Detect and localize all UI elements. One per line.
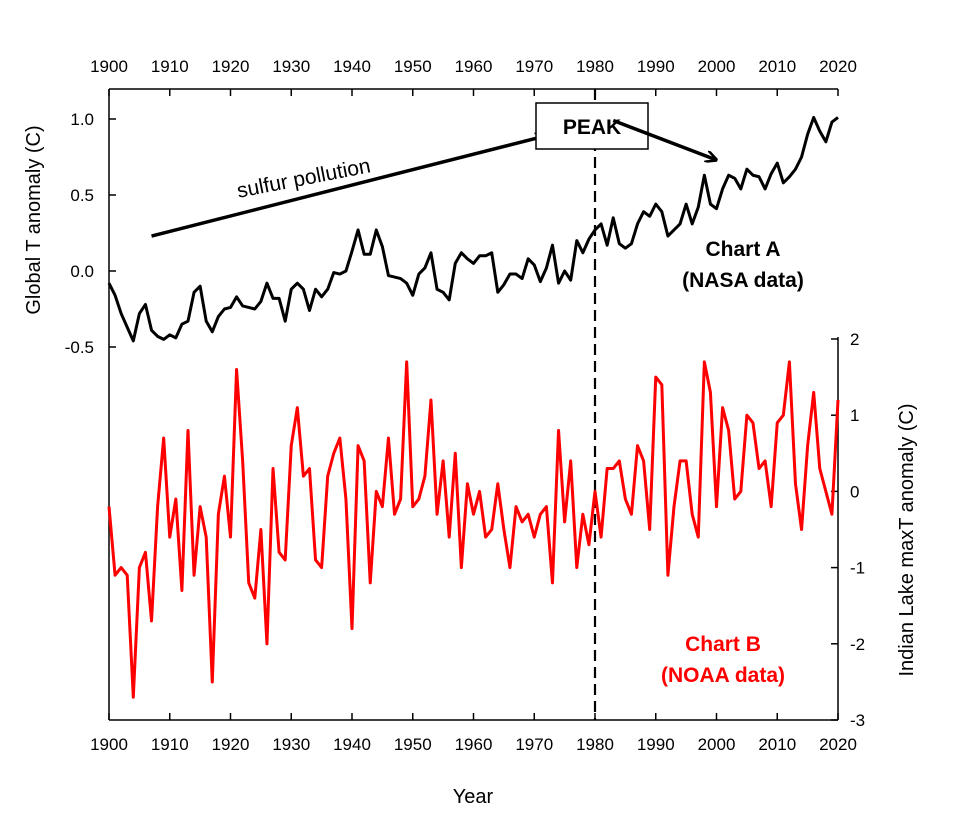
right-y-tick-label: -1	[850, 559, 865, 578]
x-axis-title: Year	[453, 786, 494, 808]
top-x-tick-label: 1980	[576, 57, 614, 76]
chart-b-label: Chart B	[685, 633, 761, 656]
bottom-x-tick-label: 2010	[758, 735, 796, 754]
top-x-tick-label: 1990	[637, 57, 675, 76]
right-y-tick-label: 0	[850, 482, 859, 501]
top-x-tick-label: 1910	[151, 57, 189, 76]
top-x-tick-label: 2000	[698, 57, 736, 76]
top-x-tick-label: 1930	[272, 57, 310, 76]
left-y-tick-label: -0.5	[65, 338, 94, 357]
top-x-tick-label: 1940	[333, 57, 371, 76]
bottom-x-tick-label: 1980	[576, 735, 614, 754]
peak-arrow	[612, 118, 716, 161]
bottom-x-tick-label: 1930	[272, 735, 310, 754]
chart-a-subtitle: (NASA data)	[682, 269, 804, 292]
top-x-tick-label: 1960	[455, 57, 493, 76]
bottom-x-tick-label: 1960	[455, 735, 493, 754]
left-y-tick-label: 0.0	[70, 262, 94, 281]
left-y-ticks: -0.5 0.0 0.5 1.0	[65, 110, 116, 357]
right-y-tick-label: -3	[850, 711, 865, 730]
left-axis-title: Global T anomaly (C)	[23, 125, 45, 314]
left-y-tick-label: 0.5	[70, 186, 94, 205]
peak-label: PEAK	[563, 116, 621, 139]
bottom-x-tick-label: 1900	[90, 735, 128, 754]
top-x-tick-label: 1920	[212, 57, 250, 76]
top-x-tick-label: 2010	[758, 57, 796, 76]
right-y-ticks: -3 -2 -1 0 1 2	[831, 330, 865, 730]
series-line-noaa	[107, 360, 840, 699]
top-x-tick-label: 1900	[90, 57, 128, 76]
bottom-x-tick-label: 2020	[819, 735, 857, 754]
top-x-tick-label: 1970	[515, 57, 553, 76]
sulfur-pollution-arrow	[151, 136, 547, 238]
bottom-x-tick-label: 1970	[515, 735, 553, 754]
top-x-tick-label: 2020	[819, 57, 857, 76]
bottom-x-tick-label: 1940	[333, 735, 371, 754]
right-y-tick-label: 2	[850, 330, 859, 349]
bottom-x-tick-label: 1950	[394, 735, 432, 754]
bottom-x-tick-label: 1920	[212, 735, 250, 754]
chart-a-label: Chart A	[705, 238, 780, 261]
right-y-tick-label: -2	[850, 635, 865, 654]
right-y-tick-label: 1	[850, 406, 859, 425]
top-x-tick-label: 1950	[394, 57, 432, 76]
bottom-x-ticks: 1900 1910 1920 1930 1940 1950 1960 1970 1980 1990…	[90, 713, 857, 754]
top-x-ticks: 1900 1910 1920 1930 1940 1950 1960 1970 1980 1990…	[90, 57, 857, 96]
bottom-x-tick-label: 2000	[698, 735, 736, 754]
series-line-nasa	[107, 115, 839, 343]
left-y-tick-label: 1.0	[70, 110, 94, 129]
right-axis-title: Indian Lake maxT anomaly (C)	[896, 403, 918, 676]
bottom-x-tick-label: 1910	[151, 735, 189, 754]
bottom-x-tick-label: 1990	[637, 735, 675, 754]
chart-b-subtitle: (NOAA data)	[661, 664, 785, 687]
